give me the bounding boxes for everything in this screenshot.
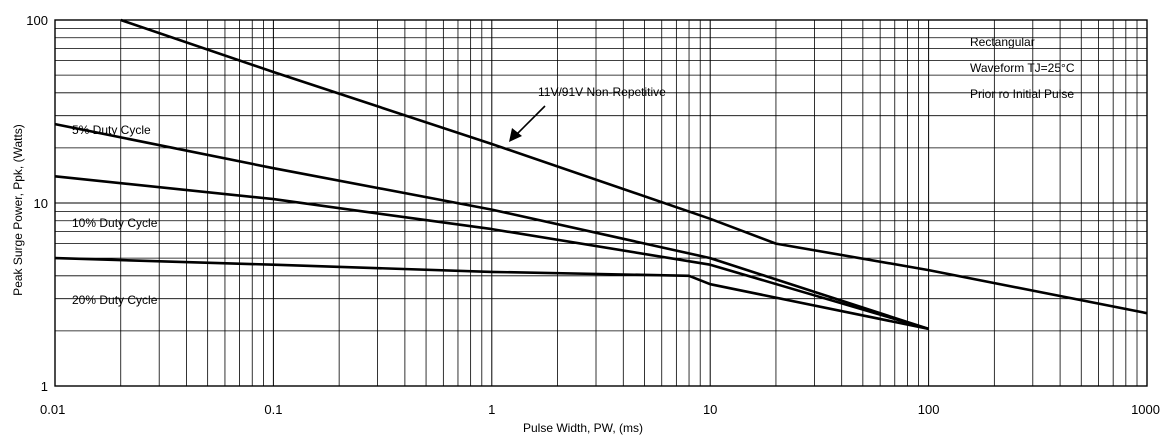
x-tick-label: 1: [488, 402, 495, 417]
y-tick-label: 1: [41, 379, 48, 394]
plot-border: [54, 19, 1148, 387]
x-tick-label: 0.01: [40, 402, 65, 417]
x-tick-label: 1000: [1131, 402, 1160, 417]
duty-20-label: 20% Duty Cycle: [72, 293, 158, 307]
plot-frame: [54, 19, 1148, 387]
tick-labels: 0.01 0.1 1 10 100 1000 1 10 100: [26, 13, 1160, 417]
y-tick-label: 100: [26, 13, 48, 28]
series-line-1: [120, 18, 1148, 315]
y-tick-label: 10: [34, 196, 48, 211]
series-line-3: [54, 175, 929, 331]
non-repetitive-label: 11V/91V Non-Repetitive: [538, 85, 666, 99]
grid: [54, 20, 1147, 387]
y-axis-label: Peak Surge Power, Ppk, (Watts): [11, 124, 25, 296]
series-line-2: [54, 122, 930, 331]
series-group: [54, 18, 1148, 331]
x-tick-label: 100: [918, 402, 940, 417]
duty-10-label: 10% Duty Cycle: [72, 216, 158, 230]
x-tick-label: 0.1: [264, 402, 282, 417]
note-line-2: Waveform TJ=25°C: [970, 61, 1075, 75]
x-axis-label: Pulse Width, PW, (ms): [523, 421, 643, 435]
series-line-4: [54, 256, 929, 331]
note-line-3: Prior ro Initial Pulse: [970, 87, 1074, 101]
note-line-1: Rectangular: [970, 35, 1035, 49]
annotation-arrow: [509, 105, 546, 142]
x-tick-label: 10: [703, 402, 717, 417]
duty-5-label: 5% Duty Cycle: [72, 123, 151, 137]
